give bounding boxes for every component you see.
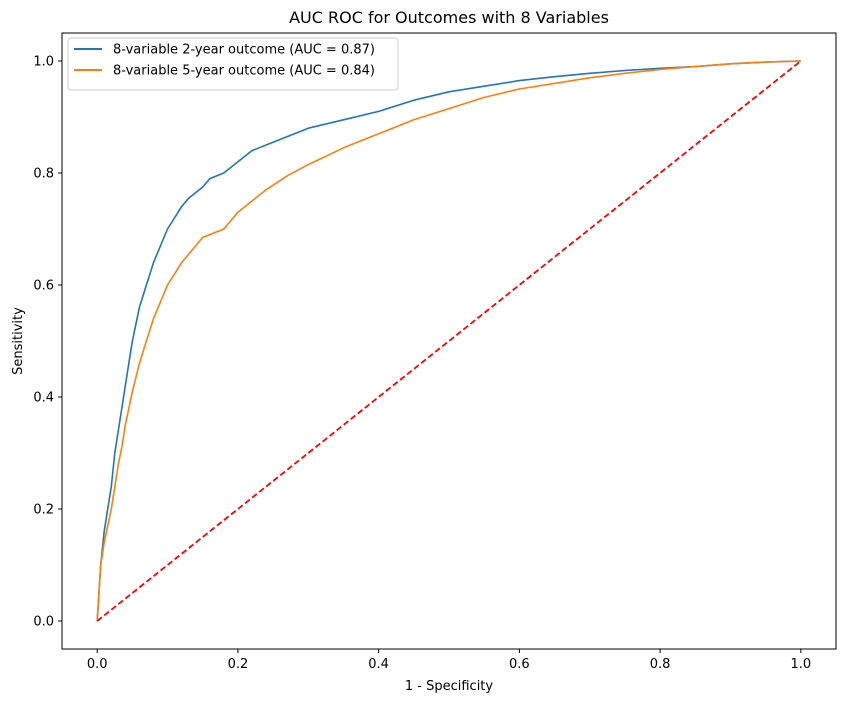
- legend-label: 8-variable 5-year outcome (AUC = 0.84): [113, 64, 375, 79]
- x-tick-label: 1.0: [790, 657, 811, 672]
- y-axis: 0.0 0.2 0.4 0.6 0.8 1.0: [33, 55, 62, 630]
- x-axis: 0.0 0.2 0.4 0.6 0.8 1.0: [87, 649, 811, 672]
- x-tick-label: 0.0: [87, 657, 108, 672]
- y-tick-label: 0.6: [33, 279, 54, 294]
- x-tick-label: 0.8: [650, 657, 671, 672]
- y-tick-label: 1.0: [33, 55, 54, 70]
- series-line-1: [96, 60, 801, 622]
- y-tick-label: 0.8: [33, 167, 54, 182]
- legend-box: [67, 37, 399, 91]
- y-tick-label: 0.2: [33, 503, 54, 518]
- plot-frame: [61, 32, 837, 650]
- y-tick-label: 0.0: [33, 615, 54, 630]
- chart-title: AUC ROC for Outcomes with 8 Variables: [289, 8, 609, 27]
- series-layer: [96, 60, 802, 622]
- legend-label: 8-variable 2-year outcome (AUC = 0.87): [113, 43, 375, 58]
- series-line-0: [96, 60, 801, 622]
- y-tick-label: 0.4: [33, 391, 54, 406]
- x-tick-label: 0.2: [228, 657, 249, 672]
- x-tick-label: 0.6: [509, 657, 530, 672]
- x-axis-label: 1 - Specificity: [405, 679, 494, 694]
- legend: 8-variable 2-year outcome (AUC = 0.87) 8-…: [67, 37, 399, 91]
- reference-diagonal-line: [96, 60, 802, 622]
- x-tick-label: 0.4: [368, 657, 389, 672]
- y-axis-label: Sensitivity: [11, 307, 26, 375]
